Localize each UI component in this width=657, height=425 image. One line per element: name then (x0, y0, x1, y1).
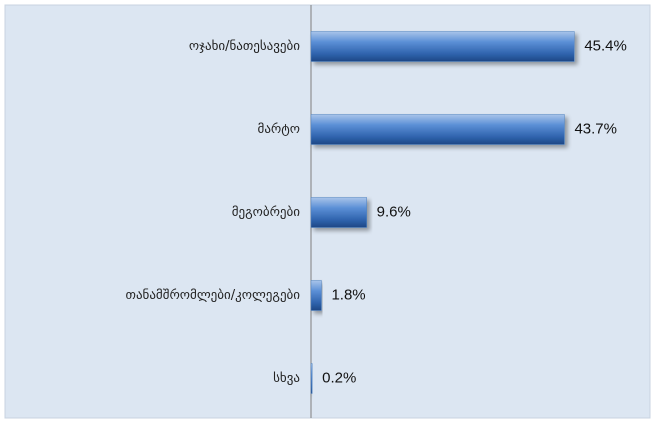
value-label: 9.6% (377, 203, 411, 220)
category-label: მეგობრები (232, 205, 301, 220)
bar (310, 31, 575, 62)
value-label: 0.2% (322, 369, 356, 386)
category-label: თანამშრომლები/კოლეგები (126, 288, 301, 303)
category-label: მარტო (258, 122, 300, 137)
bar (310, 197, 367, 228)
value-label: 1.8% (331, 286, 365, 303)
category-label: სხვა (273, 371, 300, 386)
value-label: 45.4% (584, 37, 627, 54)
value-label: 43.7% (574, 120, 617, 137)
bar (310, 114, 565, 145)
category-label: ოჯახი/ნათესავები (189, 39, 300, 54)
bar (310, 280, 322, 311)
bar (310, 363, 313, 394)
